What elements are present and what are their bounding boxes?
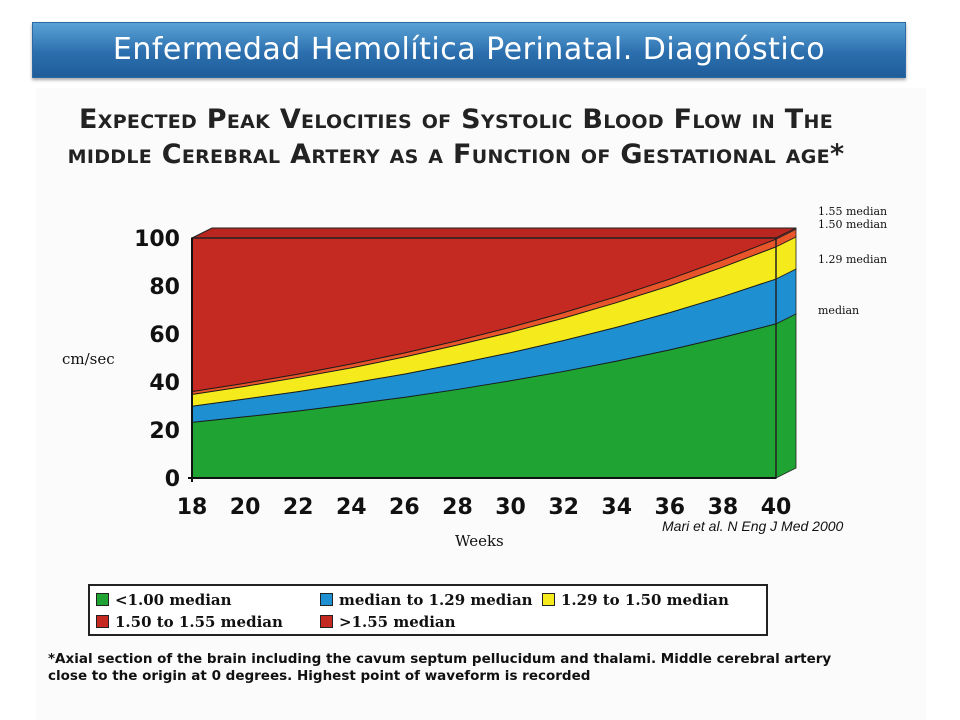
legend-label: >1.55 median bbox=[339, 613, 456, 631]
x-tick-label: 30 bbox=[495, 495, 526, 520]
x-tick-label: 32 bbox=[548, 495, 579, 520]
slide-title: Enfermedad Hemolítica Perinatal. Diagnós… bbox=[32, 22, 906, 78]
footnote: *Axial section of the brain including th… bbox=[48, 651, 832, 684]
right-label-1-50: 1.50 median bbox=[818, 218, 888, 231]
legend-label: median to 1.29 median bbox=[339, 591, 533, 609]
x-tick-label: 36 bbox=[655, 495, 686, 520]
band-boundary bbox=[191, 238, 777, 393]
y-tick-label: 40 bbox=[149, 371, 180, 396]
legend-swatch bbox=[542, 593, 555, 606]
area-below-median bbox=[192, 323, 776, 478]
right-label-median: median bbox=[818, 304, 860, 317]
legend-swatch bbox=[320, 615, 333, 628]
x-tick-label: 26 bbox=[389, 495, 420, 520]
x-tick-label: 20 bbox=[230, 495, 261, 520]
x-tick-label: 34 bbox=[601, 495, 632, 520]
x-axis-label: Weeks bbox=[455, 532, 504, 550]
band-boundary bbox=[191, 246, 777, 395]
right-label-1-55: 1.55 median bbox=[818, 205, 888, 218]
y-tick-label: 0 bbox=[165, 467, 180, 492]
legend-swatch bbox=[320, 593, 333, 606]
y-axis-label: cm/sec bbox=[62, 350, 115, 368]
legend-item: >1.55 median bbox=[320, 613, 456, 631]
legend-label: 1.50 to 1.55 median bbox=[115, 613, 283, 631]
x-tick-label: 18 bbox=[177, 495, 208, 520]
legend-item: 1.50 to 1.55 median bbox=[96, 613, 283, 631]
chart-top-face bbox=[191, 227, 797, 239]
x-tick-label: 40 bbox=[761, 495, 792, 520]
legend-label: 1.29 to 1.50 median bbox=[561, 591, 729, 609]
y-tick-label: 100 bbox=[134, 227, 180, 252]
chart-legend: <1.00 median median to 1.29 median 1.29 … bbox=[88, 584, 768, 636]
y-tick-label: 80 bbox=[149, 275, 180, 300]
x-tick-label: 38 bbox=[708, 495, 739, 520]
y-tick-label: 60 bbox=[149, 323, 180, 348]
legend-label: <1.00 median bbox=[115, 591, 232, 609]
legend-swatch bbox=[96, 615, 109, 628]
x-tick-label: 28 bbox=[442, 495, 473, 520]
band-boundary bbox=[191, 278, 777, 407]
x-tick-label: 22 bbox=[283, 495, 314, 520]
legend-item: <1.00 median bbox=[96, 591, 232, 609]
band-boundary bbox=[191, 323, 777, 423]
y-tick-label: 20 bbox=[149, 419, 180, 444]
citation: Mari et al. N Eng J Med 2000 bbox=[662, 518, 844, 534]
x-tick-label: 24 bbox=[336, 495, 367, 520]
legend-item: median to 1.29 median bbox=[320, 591, 533, 609]
right-label-1-29: 1.29 median bbox=[818, 253, 888, 266]
side-face-band bbox=[775, 313, 797, 479]
chart-title: Expected Peak Velocities of Systolic Blo… bbox=[67, 104, 845, 170]
legend-item: 1.29 to 1.50 median bbox=[542, 591, 729, 609]
legend-swatch bbox=[96, 593, 109, 606]
